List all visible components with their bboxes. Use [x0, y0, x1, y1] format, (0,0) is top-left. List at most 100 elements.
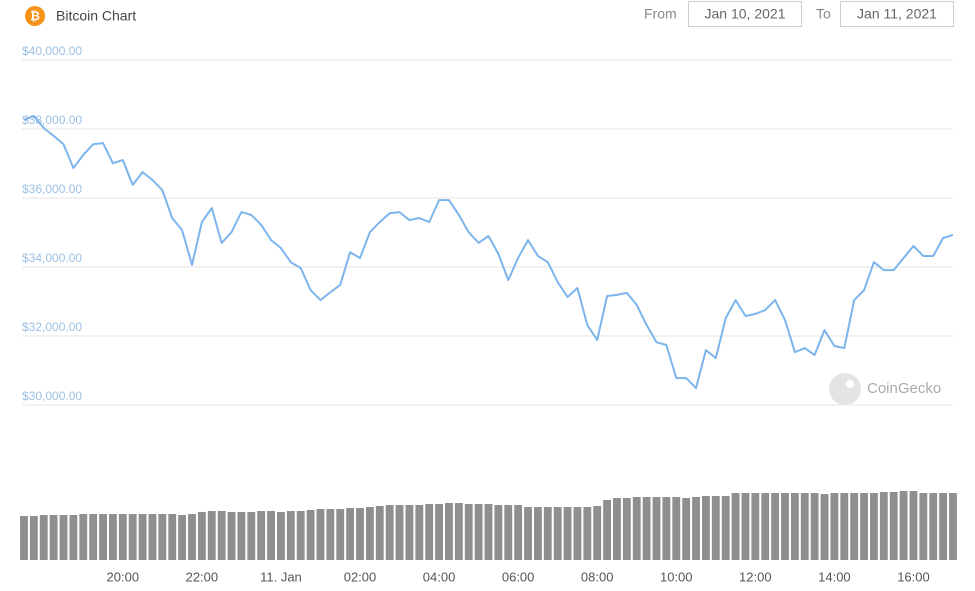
- volume-bar: [810, 493, 819, 560]
- volume-bar: [632, 497, 641, 560]
- volume-bar: [672, 497, 681, 560]
- volume-bar: [751, 493, 760, 560]
- volume-bar: [929, 493, 938, 560]
- y-tick-label: $32,000.00: [22, 320, 82, 334]
- volume-bar: [899, 491, 908, 560]
- chart-title: Bitcoin Chart: [56, 8, 136, 24]
- volume-bar: [613, 498, 621, 560]
- y-tick-label: $34,000.00: [22, 251, 82, 265]
- volume-bar: [395, 505, 404, 560]
- y-tick-label: $36,000.00: [22, 182, 82, 196]
- volume-bar: [563, 507, 572, 560]
- volume-bar: [286, 511, 295, 560]
- volume-bar: [603, 500, 612, 560]
- watermark-logo: [829, 373, 861, 405]
- volume-bar: [118, 514, 127, 560]
- volume-bar: [889, 492, 898, 560]
- volume-bar: [701, 496, 710, 560]
- y-tick-label: $40,000.00: [22, 44, 82, 58]
- volume-bar: [622, 498, 631, 560]
- bitcoin-icon-glyph: ₿: [30, 9, 40, 23]
- y-tick-label: $38,000.00: [22, 113, 82, 127]
- volume-bar: [652, 497, 661, 560]
- volume-bar: [59, 515, 68, 560]
- from-date-input[interactable]: [688, 1, 802, 27]
- from-label: From: [644, 6, 677, 22]
- volume-bar: [405, 505, 414, 560]
- volume-bar: [573, 507, 582, 560]
- to-date[interactable]: Jan 11, 2021: [857, 6, 937, 22]
- volume-bar: [771, 493, 780, 560]
- volume-bar: [425, 504, 434, 560]
- volume-bar: [237, 512, 246, 560]
- volume-bar: [375, 506, 384, 560]
- volume-bar: [89, 514, 98, 560]
- volume-bar: [800, 493, 809, 560]
- volume-bar: [257, 511, 266, 560]
- x-tick-label: 22:00: [186, 569, 219, 584]
- volume-bar: [306, 510, 315, 560]
- volume-bar: [879, 492, 888, 560]
- volume-bar: [346, 508, 355, 560]
- volume-bar: [29, 516, 38, 560]
- volume-bar: [909, 491, 918, 560]
- to-date-input[interactable]: [840, 1, 954, 27]
- volume-bar: [148, 514, 157, 560]
- volume-bar: [207, 511, 216, 560]
- volume-bar: [504, 505, 513, 560]
- volume-bar: [682, 498, 691, 560]
- x-tick-label: 10:00: [660, 569, 693, 584]
- volume-bar: [721, 496, 730, 560]
- volume-bar: [830, 493, 839, 560]
- volume-bar: [20, 516, 28, 560]
- volume-bar: [188, 514, 196, 560]
- volume-bar: [840, 493, 849, 560]
- volume-bar: [267, 511, 275, 560]
- volume-bar: [385, 505, 394, 560]
- x-tick-label: 20:00: [107, 569, 140, 584]
- y-tick-label: $30,000.00: [22, 389, 82, 403]
- volume-bar: [316, 509, 325, 560]
- x-tick-label: 16:00: [897, 569, 930, 584]
- volume-bar: [109, 514, 117, 560]
- volume-bar: [138, 514, 147, 560]
- volume-bar: [593, 506, 602, 560]
- volume-bar: [790, 493, 799, 560]
- volume-bar: [336, 509, 345, 560]
- volume-bar: [445, 503, 453, 560]
- volume-bar: [870, 493, 878, 560]
- volume-bar: [356, 508, 364, 560]
- volume-bar: [464, 504, 473, 560]
- volume-bar: [494, 505, 503, 560]
- volume-bar: [781, 493, 789, 560]
- volume-bar: [850, 493, 859, 560]
- volume-bar: [949, 493, 957, 560]
- volume-bar: [524, 507, 532, 560]
- watermark-logo-eye: [846, 380, 854, 388]
- volume-bar: [49, 515, 58, 560]
- volume-bar: [296, 511, 305, 560]
- to-label: To: [816, 6, 831, 22]
- bitcoin-icon: [25, 6, 45, 26]
- volume-bar: [365, 507, 374, 560]
- volume-bar: [919, 493, 928, 560]
- volume-bar: [761, 493, 770, 560]
- volume-bar: [533, 507, 542, 560]
- volume-bar: [227, 512, 236, 560]
- volume-bar: [69, 515, 78, 560]
- volume-bar: [168, 514, 177, 560]
- volume-bar: [642, 497, 651, 560]
- volume-bar: [158, 514, 167, 560]
- x-tick-label: 04:00: [423, 569, 456, 584]
- from-date[interactable]: Jan 10, 2021: [705, 6, 786, 22]
- volume-bar: [583, 507, 592, 560]
- volume-bar: [128, 514, 137, 560]
- volume-bar: [731, 493, 740, 560]
- volume-bar: [415, 505, 424, 560]
- volume-bar: [197, 512, 206, 560]
- volume-bar: [217, 511, 226, 560]
- x-tick-label: 12:00: [739, 569, 772, 584]
- volume-bar: [662, 497, 671, 560]
